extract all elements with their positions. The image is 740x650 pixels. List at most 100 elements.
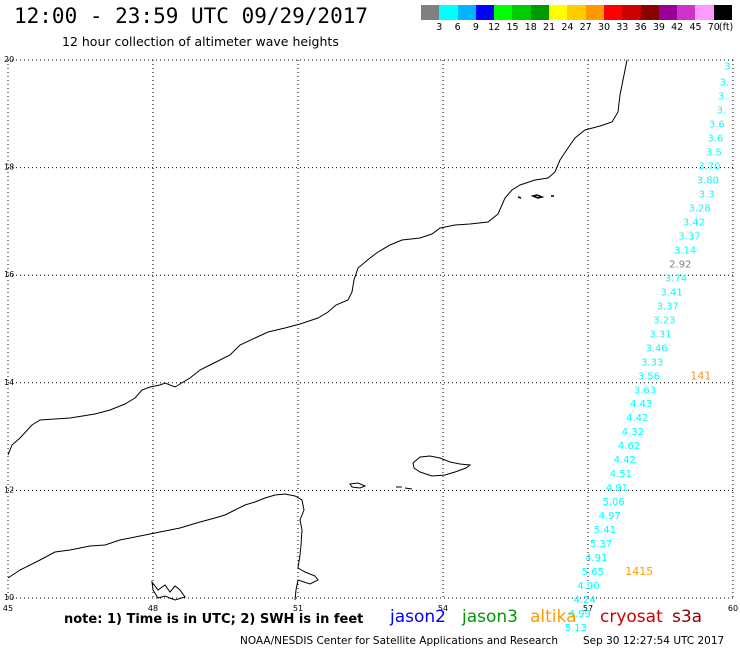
wave-height-label: 3.56: [638, 371, 660, 382]
wave-height-label: 3: [724, 61, 730, 72]
legend-label: 36: [634, 22, 647, 33]
legend-label: 24: [561, 22, 574, 33]
x-tick-label: 51: [293, 604, 303, 613]
coastline: [7, 59, 628, 601]
legend-swatch: [457, 5, 476, 20]
satellite-label-altika: altika: [530, 607, 577, 627]
legend-label: 42: [671, 22, 684, 33]
wave-height-labels: 3 3. 3. 3. 3.6 3.6 3.5 3.70 3.80 3.3 3.28 3.42 3.37 3…: [565, 61, 731, 634]
legend-label: 27: [579, 22, 592, 33]
legend-label: 12: [488, 22, 501, 33]
legend-label: 3: [436, 22, 443, 33]
x-tick-label: 54: [438, 604, 448, 613]
wave-height-label: 141: [690, 369, 711, 382]
wave-height-label: 4.42: [614, 455, 636, 466]
x-tick-label: 45: [3, 604, 13, 613]
coastline-arabia: [7, 59, 628, 456]
wave-height-label: 3.80: [697, 175, 719, 186]
wave-height-label: 4.62: [618, 441, 640, 452]
wave-height-label: 3.41: [660, 287, 682, 298]
color-legend-labels: 3 6 9 12 15 18 21 24 27 30 33 36 39 42 45 70 (ft): [421, 22, 740, 34]
wave-height-label: 3.6: [707, 133, 723, 144]
y-tick-label: 20: [4, 55, 14, 64]
x-tick-label: 60: [728, 604, 738, 613]
legend-swatch: [622, 5, 641, 20]
wave-height-label: 3.42: [683, 217, 705, 228]
legend-swatch: [512, 5, 531, 20]
wave-height-label: 5.65: [582, 567, 604, 578]
wave-height-label: 3.23: [653, 315, 675, 326]
wave-height-label: 4.91: [585, 553, 607, 564]
wave-height-label: 5.06: [602, 497, 624, 508]
x-tick-label: 48: [148, 604, 158, 613]
island-kuria-1: [517, 196, 522, 199]
wave-height-label: 3.70: [698, 161, 720, 172]
legend-swatch: [677, 5, 696, 20]
axis-tick-labels: 45 48 51 54 57 60 20 18 16 14 12 10: [3, 55, 738, 613]
wave-height-label: 3.33: [641, 357, 663, 368]
legend-swatch: [640, 5, 659, 20]
legend-label: (ft): [718, 22, 734, 33]
wave-height-label: 4.24: [573, 595, 595, 606]
page-title: 12:00 - 23:59 UTC 09/29/2017: [14, 4, 369, 28]
y-tick-label: 10: [4, 593, 14, 602]
wave-height-label: 3.74: [665, 273, 687, 284]
wave-height-label: 4.91: [606, 483, 628, 494]
y-tick-label: 14: [4, 378, 14, 387]
legend-label: 33: [616, 22, 629, 33]
legend-swatch: [567, 5, 586, 20]
legend-swatch: [439, 5, 458, 20]
legend-swatch: [421, 5, 440, 20]
wave-height-label: 3.: [720, 78, 730, 89]
legend-label: 39: [652, 22, 665, 33]
legend-swatch: [658, 5, 678, 20]
wave-height-label: 4.43: [630, 399, 652, 410]
legend-label: 15: [506, 22, 519, 33]
wave-height-label: 3.: [717, 105, 727, 116]
wave-height-label: 3.: [718, 92, 728, 103]
color-legend-bar: [421, 5, 733, 20]
legend-label: 18: [524, 22, 537, 33]
wave-height-label: 3.63: [634, 385, 656, 396]
y-tick-label: 18: [4, 163, 14, 172]
legend-swatch: [603, 5, 623, 20]
legend-swatch: [549, 5, 568, 20]
footer-credit: NOAA/NESDIS Center for Satellite Applica…: [240, 635, 558, 647]
legend-swatch: [585, 5, 604, 20]
legend-label: 6: [454, 22, 461, 33]
x-tick-label: 57: [583, 604, 593, 613]
wave-height-label: 4.32: [622, 427, 644, 438]
wave-height-label: 5.13: [565, 623, 587, 634]
wave-height-label: 3.37: [657, 301, 679, 312]
legend-swatch: [713, 5, 733, 20]
coastline-somalia: [7, 493, 319, 601]
satellite-label-jason3: jason3: [462, 607, 518, 627]
wave-height-label: 4.51: [610, 469, 632, 480]
wave-height-label: 3.6: [709, 119, 725, 130]
wave-height-label: 3.5: [706, 147, 722, 158]
island-socotra: [412, 455, 472, 477]
wave-height-label: 3.14: [674, 245, 696, 256]
legend-swatch: [475, 5, 495, 20]
wave-height-label: 3.31: [649, 329, 671, 340]
footer-note: note: 1) Time is in UTC; 2) SWH is in fe…: [64, 612, 364, 627]
wave-height-label: 3.28: [689, 203, 711, 214]
y-tick-label: 16: [4, 270, 14, 279]
wave-height-label: 3.46: [645, 343, 667, 354]
wave-height-label: 4.97: [599, 511, 621, 522]
coastline-somalia-inlet: [151, 580, 186, 601]
legend-label: 21: [543, 22, 556, 33]
map-grid: [7, 59, 734, 599]
footer-timestamp: Sep 30 12:27:54 UTC 2017: [583, 635, 725, 647]
legend-swatch: [530, 5, 550, 20]
legend-label: 9: [472, 22, 479, 33]
legend-label: 70: [707, 22, 720, 33]
satellite-label-cryosat: cryosat: [600, 607, 663, 627]
island-kuria-2: [530, 194, 545, 199]
island-darsah: [404, 487, 413, 490]
wave-height-label: 3.37: [678, 231, 700, 242]
legend-label: 30: [597, 22, 611, 33]
wave-height-label: 2.92: [669, 259, 691, 270]
page-subtitle: 12 hour collection of altimeter wave hei…: [62, 34, 339, 49]
